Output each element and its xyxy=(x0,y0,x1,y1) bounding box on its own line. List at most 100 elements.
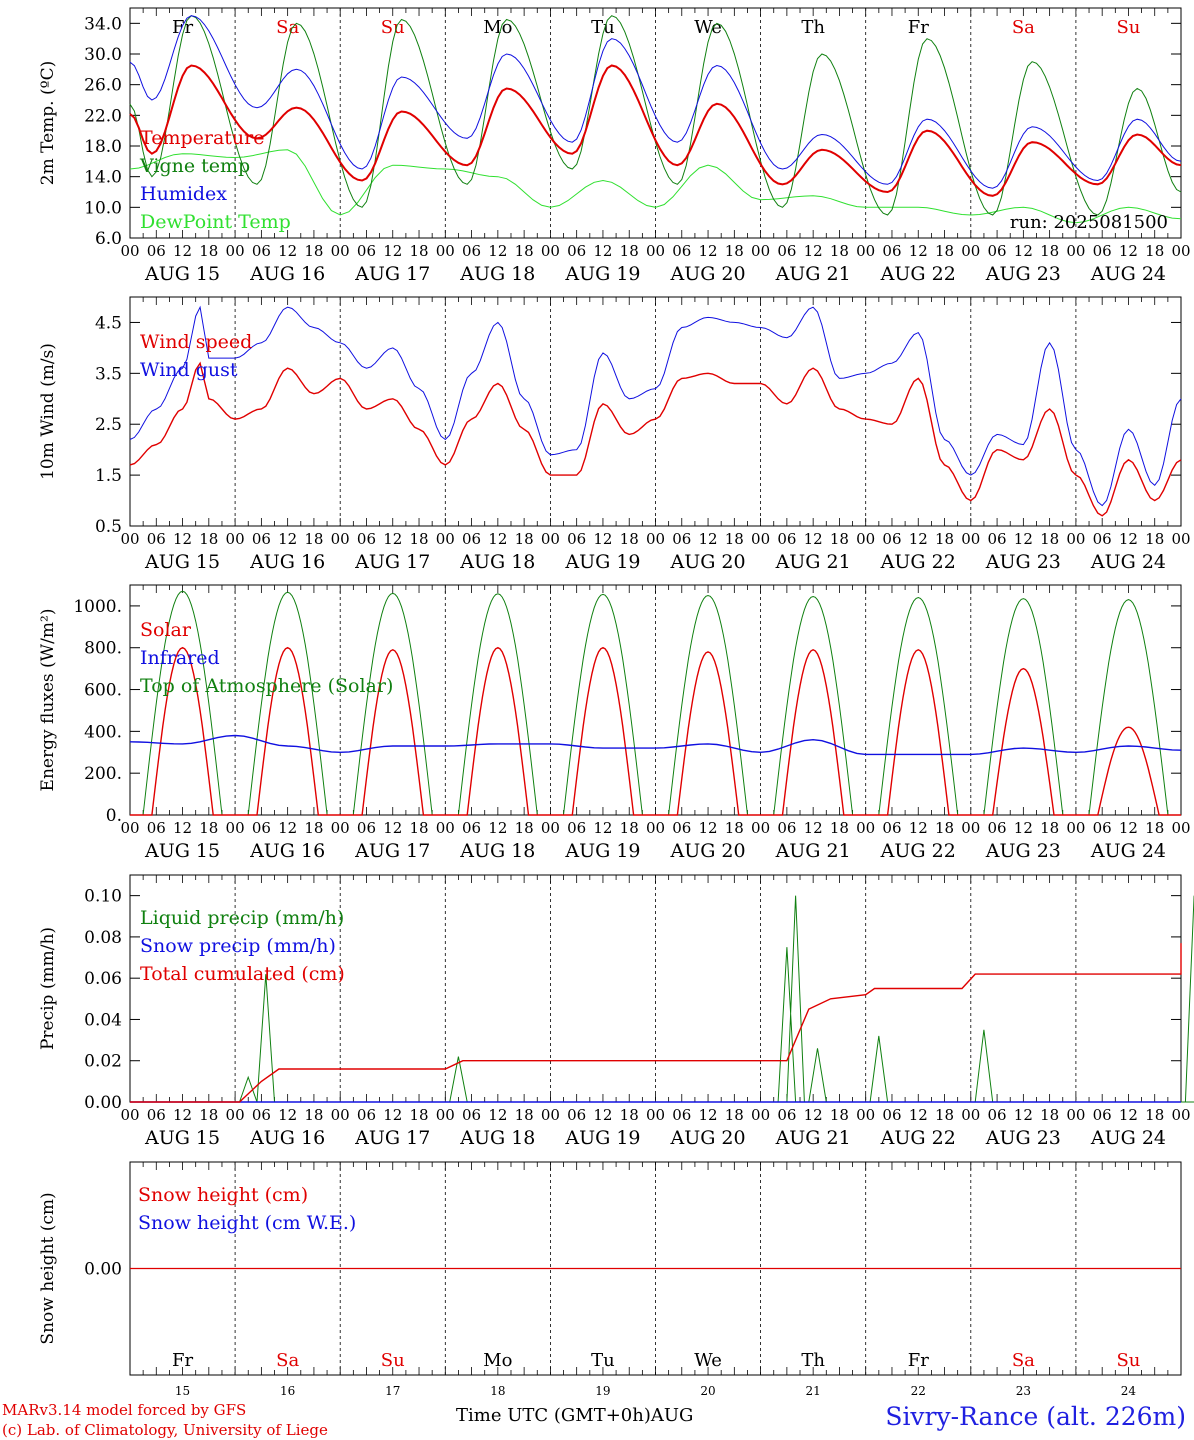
x-tick-label: 18 xyxy=(620,242,639,260)
x-tick-label: 00 xyxy=(120,1106,139,1124)
x-tick-label: 12 xyxy=(1119,819,1138,837)
x-tick-label: 18 xyxy=(1040,242,1059,260)
x-tick-label: 06 xyxy=(147,1106,166,1124)
weekday-label: Tu xyxy=(591,1350,615,1371)
x-tick-label: 18 xyxy=(1145,819,1164,837)
x-tick-label: 12 xyxy=(804,819,823,837)
weekday-label: Fr xyxy=(172,17,193,38)
y-tick-label: 0. xyxy=(106,806,122,826)
series-wind-speed xyxy=(129,361,1182,517)
x-tick-label: 06 xyxy=(147,530,166,548)
x-tick-label: 06 xyxy=(1093,819,1112,837)
x-tick-label: 00 xyxy=(646,242,665,260)
x-tick-label: 12 xyxy=(1014,819,1033,837)
date-label: AUG 21 xyxy=(775,840,851,862)
x-tick-label: 12 xyxy=(278,819,297,837)
x-tick-label: 00 xyxy=(1171,242,1190,260)
day-number-label: 19 xyxy=(595,1384,610,1398)
x-tick-label: 06 xyxy=(462,819,481,837)
x-tick-label: 06 xyxy=(988,819,1007,837)
x-tick-label: 06 xyxy=(882,1106,901,1124)
day-number-label: 21 xyxy=(806,1384,821,1398)
weekday-label: Su xyxy=(381,17,405,38)
y-tick-label: 0.10 xyxy=(84,887,122,907)
x-tick-label: 00 xyxy=(751,530,770,548)
x-tick-label: 12 xyxy=(593,1106,612,1124)
y-tick-label: 22.0 xyxy=(84,106,122,126)
y-axis-label: Energy fluxes (W/m²) xyxy=(38,609,58,792)
x-tick-label: 00 xyxy=(436,530,455,548)
date-label: AUG 15 xyxy=(144,551,220,573)
x-tick-label: 06 xyxy=(672,242,691,260)
date-label: AUG 17 xyxy=(354,840,430,862)
y-tick-label: 0.00 xyxy=(84,1260,122,1280)
y-tick-label: 1000. xyxy=(73,597,122,617)
weekday-label: Mo xyxy=(483,17,512,38)
x-tick-label: 00 xyxy=(331,242,350,260)
x-tick-label: 12 xyxy=(488,530,507,548)
y-tick-label: 600. xyxy=(84,681,122,701)
x-tick-label: 00 xyxy=(1171,819,1190,837)
weekday-label: Sa xyxy=(276,17,299,38)
x-tick-label: 12 xyxy=(383,1106,402,1124)
x-tick-label: 18 xyxy=(304,819,323,837)
y-tick-label: 14.0 xyxy=(84,168,122,188)
legend-entry: Infrared xyxy=(140,647,220,669)
x-tick-label: 12 xyxy=(278,1106,297,1124)
x-tick-label: 18 xyxy=(515,819,534,837)
date-label: AUG 16 xyxy=(249,551,325,573)
day-number-label: 18 xyxy=(490,1384,505,1398)
x-tick-label: 00 xyxy=(961,530,980,548)
x-tick-label: 12 xyxy=(699,530,718,548)
x-tick-label: 00 xyxy=(751,1106,770,1124)
x-tick-label: 18 xyxy=(725,530,744,548)
legend-entry: Vigne temp xyxy=(139,155,250,177)
day-number-label: 22 xyxy=(911,1384,926,1398)
series-liquid-precip xyxy=(130,895,1194,1103)
x-tick-label: 18 xyxy=(935,1106,954,1124)
x-tick-label: 00 xyxy=(331,1106,350,1124)
x-tick-label: 00 xyxy=(226,242,245,260)
x-tick-label: 12 xyxy=(909,1106,928,1124)
x-tick-label: 06 xyxy=(567,530,586,548)
x-tick-label: 18 xyxy=(409,1106,428,1124)
x-tick-label: 06 xyxy=(672,1106,691,1124)
x-tick-label: 12 xyxy=(593,530,612,548)
weekday-label: Su xyxy=(381,1350,405,1371)
y-tick-label: 0.00 xyxy=(84,1093,122,1113)
x-tick-label: 06 xyxy=(672,530,691,548)
x-tick-label: 12 xyxy=(488,242,507,260)
x-tick-label: 18 xyxy=(199,242,218,260)
day-number-label: 23 xyxy=(1016,1384,1031,1398)
x-tick-label: 12 xyxy=(1014,242,1033,260)
y-axis-label: Snow height (cm) xyxy=(38,1192,58,1344)
x-tick-label: 00 xyxy=(436,242,455,260)
x-tick-label: 00 xyxy=(646,530,665,548)
x-tick-label: 12 xyxy=(804,242,823,260)
x-tick-label: 18 xyxy=(304,530,323,548)
x-tick-label: 12 xyxy=(909,242,928,260)
x-tick-label: 06 xyxy=(672,819,691,837)
date-label: AUG 17 xyxy=(354,263,430,285)
x-tick-label: 06 xyxy=(567,819,586,837)
x-tick-label: 18 xyxy=(1145,530,1164,548)
station-name: Sivry-Rance (alt. 226m) xyxy=(885,1402,1186,1431)
x-tick-label: 12 xyxy=(488,1106,507,1124)
x-tick-label: 12 xyxy=(173,819,192,837)
date-label: AUG 17 xyxy=(354,551,430,573)
x-tick-label: 18 xyxy=(515,1106,534,1124)
x-tick-label: 18 xyxy=(725,1106,744,1124)
x-tick-label: 18 xyxy=(409,242,428,260)
legend-entry: Temperature xyxy=(140,127,264,149)
x-tick-label: 00 xyxy=(646,819,665,837)
x-tick-label: 06 xyxy=(567,242,586,260)
legend-entry: Snow height (cm) xyxy=(138,1184,308,1206)
x-tick-label: 06 xyxy=(777,819,796,837)
x-tick-label: 12 xyxy=(699,819,718,837)
x-tick-label: 06 xyxy=(1093,242,1112,260)
month-label: AUG xyxy=(650,1405,694,1426)
x-tick-label: 00 xyxy=(331,819,350,837)
date-label: AUG 15 xyxy=(144,263,220,285)
series-dewpoint xyxy=(129,149,1182,224)
day-number-label: 15 xyxy=(175,1384,190,1398)
